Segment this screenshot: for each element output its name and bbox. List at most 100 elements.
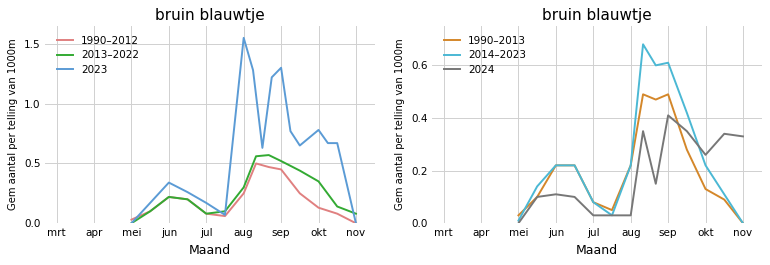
1990–2012 xyxy=(239,192,248,195)
1990–2013 xyxy=(533,195,542,198)
2024 xyxy=(608,214,617,217)
1990–2012 xyxy=(351,222,360,225)
Line: 1990–2012: 1990–2012 xyxy=(132,164,356,223)
2014–2023 xyxy=(551,164,561,167)
2024 xyxy=(651,182,661,186)
2023 xyxy=(249,69,258,72)
2013–2022 xyxy=(127,222,136,225)
Line: 1990–2013: 1990–2013 xyxy=(518,94,743,223)
1990–2012 xyxy=(333,212,342,215)
1990–2012 xyxy=(314,206,323,209)
1990–2012 xyxy=(146,210,155,213)
2014–2023 xyxy=(533,185,542,188)
2014–2023 xyxy=(608,214,617,217)
1990–2013 xyxy=(551,164,561,167)
1990–2012 xyxy=(183,198,192,201)
2024 xyxy=(720,132,729,135)
2013–2022 xyxy=(239,186,248,189)
2013–2022 xyxy=(314,180,323,183)
2024 xyxy=(533,195,542,198)
2014–2023 xyxy=(651,64,661,67)
1990–2012 xyxy=(295,192,304,195)
2023 xyxy=(239,36,248,39)
1990–2013 xyxy=(589,201,598,204)
2014–2023 xyxy=(626,164,635,167)
X-axis label: Maand: Maand xyxy=(576,244,618,257)
Legend: 1990–2012, 2013–2022, 2023: 1990–2012, 2013–2022, 2023 xyxy=(54,33,142,78)
1990–2013 xyxy=(738,222,748,225)
1990–2013 xyxy=(682,148,691,151)
Line: 2023: 2023 xyxy=(132,38,356,223)
2013–2022 xyxy=(164,195,173,198)
2023 xyxy=(267,76,276,79)
2023 xyxy=(286,130,295,133)
2023 xyxy=(276,66,286,69)
1990–2013 xyxy=(651,98,661,101)
1990–2012 xyxy=(127,218,136,221)
2014–2023 xyxy=(682,111,691,114)
Title: bruin blauwtje: bruin blauwtje xyxy=(542,8,652,23)
1990–2013 xyxy=(664,93,673,96)
2014–2023 xyxy=(514,219,523,222)
Title: bruin blauwtje: bruin blauwtje xyxy=(155,8,265,23)
2024 xyxy=(551,193,561,196)
2023 xyxy=(333,142,342,145)
2024 xyxy=(626,214,635,217)
2024 xyxy=(638,130,648,133)
Line: 2013–2022: 2013–2022 xyxy=(132,155,356,223)
Y-axis label: Gem aantal per telling van 1000m: Gem aantal per telling van 1000m xyxy=(396,39,406,210)
2024 xyxy=(738,135,748,138)
2023 xyxy=(202,201,211,205)
1990–2013 xyxy=(720,198,729,201)
2023 xyxy=(314,128,323,131)
2014–2023 xyxy=(638,43,648,46)
1990–2012 xyxy=(164,195,173,198)
1990–2012 xyxy=(264,165,273,169)
2024 xyxy=(664,114,673,117)
1990–2012 xyxy=(220,214,229,218)
1990–2013 xyxy=(701,187,710,191)
Line: 2024: 2024 xyxy=(518,115,743,223)
1990–2012 xyxy=(276,168,286,171)
2024 xyxy=(701,153,710,156)
2014–2023 xyxy=(720,193,729,196)
2013–2022 xyxy=(220,210,229,213)
2013–2022 xyxy=(351,212,360,215)
Legend: 1990–2013, 2014–2023, 2024: 1990–2013, 2014–2023, 2024 xyxy=(441,33,529,78)
2023 xyxy=(183,191,192,194)
1990–2013 xyxy=(626,164,635,167)
2013–2022 xyxy=(252,155,261,158)
Y-axis label: Gem aantal per telling van 1000m: Gem aantal per telling van 1000m xyxy=(8,39,18,210)
2023 xyxy=(295,144,304,147)
2013–2022 xyxy=(295,169,304,172)
2013–2022 xyxy=(202,212,211,215)
2024 xyxy=(514,222,523,225)
2024 xyxy=(589,214,598,217)
2013–2022 xyxy=(264,153,273,157)
2014–2023 xyxy=(589,201,598,204)
2014–2023 xyxy=(664,61,673,64)
2013–2022 xyxy=(146,210,155,213)
2013–2022 xyxy=(276,160,286,163)
2013–2022 xyxy=(333,205,342,208)
2024 xyxy=(682,130,691,133)
1990–2013 xyxy=(514,214,523,217)
1990–2012 xyxy=(252,162,261,165)
2023 xyxy=(258,146,267,149)
1990–2012 xyxy=(202,212,211,215)
2023 xyxy=(127,222,136,225)
1990–2013 xyxy=(570,164,579,167)
1990–2013 xyxy=(638,93,648,96)
Line: 2014–2023: 2014–2023 xyxy=(518,44,743,223)
2014–2023 xyxy=(701,164,710,167)
1990–2013 xyxy=(608,209,617,212)
2023 xyxy=(323,142,333,145)
X-axis label: Maand: Maand xyxy=(189,244,231,257)
2023 xyxy=(164,181,173,184)
2014–2023 xyxy=(570,164,579,167)
2014–2023 xyxy=(738,222,748,225)
2023 xyxy=(220,213,229,217)
2023 xyxy=(351,222,360,225)
2024 xyxy=(570,195,579,198)
2013–2022 xyxy=(183,198,192,201)
